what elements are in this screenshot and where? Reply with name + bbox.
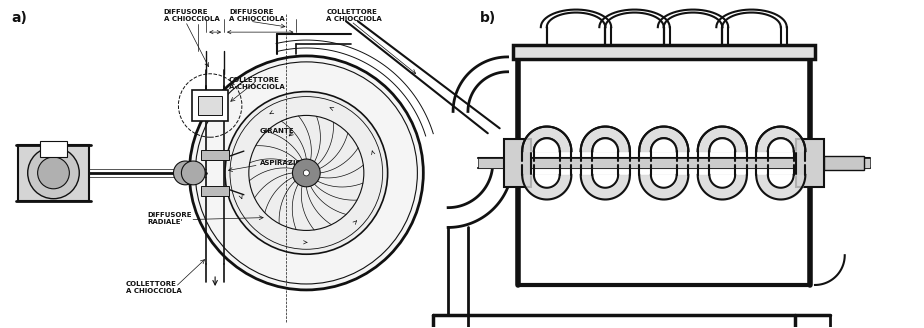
- Circle shape: [225, 92, 388, 254]
- Circle shape: [174, 161, 197, 185]
- Circle shape: [303, 170, 310, 176]
- Text: DIFFUSORE
RADIALE': DIFFUSORE RADIALE': [148, 212, 192, 225]
- Text: DIFFUSORE
A CHIOCCIOLA: DIFFUSORE A CHIOCCIOLA: [164, 9, 219, 22]
- FancyBboxPatch shape: [478, 158, 869, 168]
- FancyBboxPatch shape: [513, 45, 815, 59]
- FancyBboxPatch shape: [18, 145, 90, 201]
- Text: a): a): [12, 11, 28, 25]
- Text: DIFFUSORE
A CHIOCCIOLA: DIFFUSORE A CHIOCCIOLA: [229, 9, 285, 22]
- Text: COLLETTORE
A CHIOCCIOLA: COLLETTORE A CHIOCCIOLA: [229, 77, 285, 90]
- Circle shape: [181, 161, 205, 185]
- FancyBboxPatch shape: [796, 139, 824, 187]
- Text: GIRANTE: GIRANTE: [260, 128, 295, 134]
- Circle shape: [28, 147, 79, 199]
- Text: COLLETTORE
A CHIOCCIOLA: COLLETTORE A CHIOCCIOLA: [326, 9, 382, 22]
- FancyBboxPatch shape: [40, 141, 67, 157]
- FancyBboxPatch shape: [199, 95, 222, 115]
- Text: b): b): [480, 11, 496, 25]
- FancyBboxPatch shape: [192, 90, 228, 121]
- FancyBboxPatch shape: [824, 156, 864, 170]
- Circle shape: [38, 157, 69, 189]
- FancyBboxPatch shape: [504, 139, 531, 187]
- Text: ASPIRAZIONE: ASPIRAZIONE: [260, 160, 313, 166]
- Circle shape: [189, 56, 423, 290]
- FancyBboxPatch shape: [201, 150, 229, 160]
- Circle shape: [293, 159, 321, 187]
- FancyBboxPatch shape: [201, 186, 229, 196]
- Text: COLLETTORE
A CHIOCCIOLA: COLLETTORE A CHIOCCIOLA: [126, 281, 182, 294]
